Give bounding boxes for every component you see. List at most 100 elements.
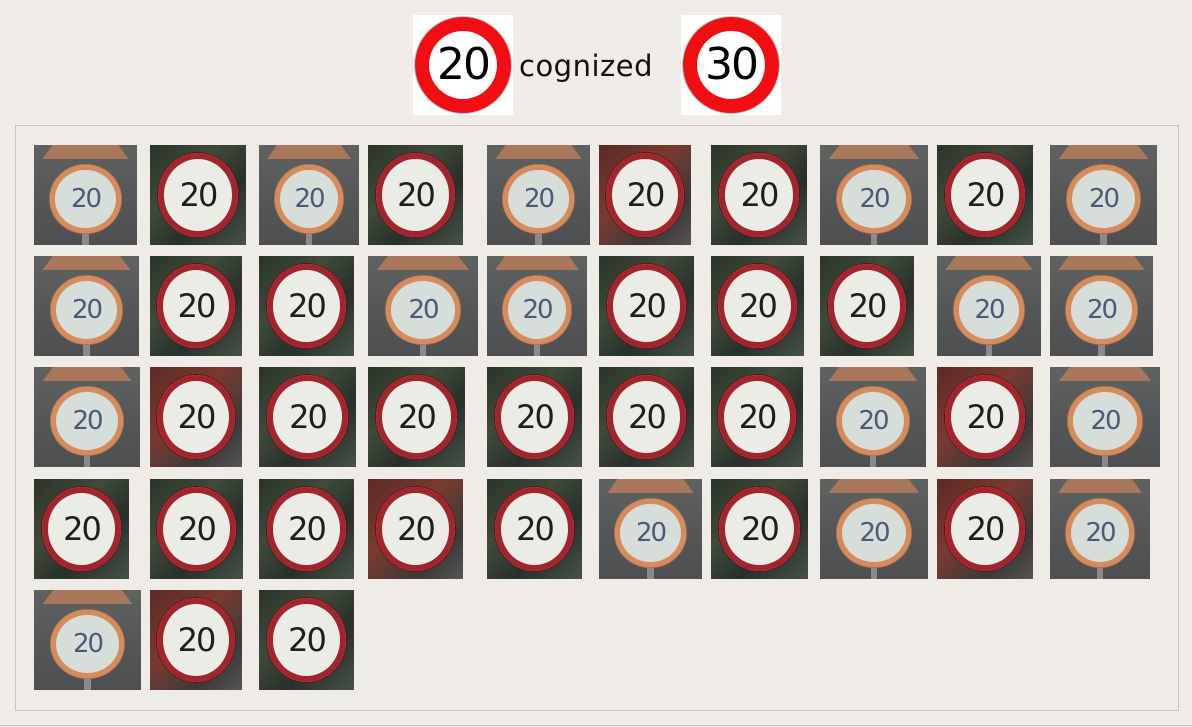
sign-pole — [985, 338, 993, 356]
sign-number: 20 — [628, 398, 667, 436]
speed-limit-sign: 20 — [494, 375, 575, 459]
speed-limit-sign: 20 — [944, 153, 1026, 237]
sign-thumbnail: 20 — [368, 145, 463, 245]
sign-pole — [534, 338, 540, 356]
sign-number: 20 — [288, 621, 327, 659]
header-speed-limit-30-sign: 30 — [681, 15, 781, 115]
sign-number: 20 — [397, 510, 436, 548]
sign-number: 30 — [697, 31, 765, 99]
sign-plate-top — [945, 256, 1033, 270]
sign-thumbnail: 20 — [487, 145, 590, 245]
sign-thumbnail: 20 — [34, 479, 129, 579]
sign-thumbnail: 20 — [259, 479, 354, 579]
sign-number: 20 — [177, 287, 217, 325]
speed-limit-sign: 20 — [606, 153, 684, 237]
sign-pole — [1097, 561, 1103, 579]
sign-number: 20 — [177, 621, 217, 659]
sign-plate-top — [42, 145, 129, 159]
speed-limit-sign: 20 — [266, 487, 347, 571]
sign-number: 20 — [288, 287, 327, 325]
sign-number: 20 — [628, 287, 667, 325]
sign-thumbnail: 20 — [1050, 367, 1160, 467]
sign-number: 20 — [635, 518, 667, 549]
sign-number: 20 — [859, 518, 890, 549]
sign-number: 20 — [1086, 295, 1118, 326]
sign-pole — [869, 449, 877, 467]
sign-thumbnail: 20 — [820, 367, 926, 467]
sign-thumbnail: 20 — [34, 145, 137, 245]
speed-limit-sign: 20 — [503, 276, 571, 344]
sign-number: 20 — [974, 295, 1005, 326]
sign-number: 20 — [966, 398, 1006, 436]
sign-thumbnail: 20 — [937, 479, 1033, 579]
sign-thumbnail: 20 — [820, 479, 928, 579]
sign-pole — [1100, 227, 1107, 245]
sign-plate-top — [1058, 479, 1142, 493]
sign-number: 20 — [741, 510, 780, 548]
sign-thumbnail: 20 — [150, 590, 242, 690]
sign-thumbnail: 20 — [599, 256, 694, 356]
sign-number: 20 — [523, 184, 555, 215]
speed-limit-sign: 20 — [157, 264, 235, 348]
sign-pole — [1101, 449, 1109, 467]
sign-plate-top — [42, 367, 132, 381]
speed-limit-sign: 20 — [944, 487, 1026, 571]
sign-pole — [82, 227, 89, 245]
sign-plate-top — [1058, 256, 1145, 270]
sign-number: 20 — [739, 287, 778, 325]
sign-number: 20 — [398, 398, 437, 436]
sign-number: 20 — [738, 398, 778, 436]
speed-limit-sign: 20 — [1066, 499, 1134, 567]
sign-number: 20 — [1090, 406, 1121, 437]
speed-limit-sign: 20 — [41, 487, 122, 571]
sign-thumbnail: 20 — [820, 256, 914, 356]
speed-limit-sign: 20 — [1067, 165, 1140, 234]
sign-thumbnail: 20 — [150, 479, 243, 579]
sign-red-ring: 30 — [683, 17, 779, 113]
sign-number: 20 — [178, 510, 217, 548]
speed-limit-sign: 20 — [266, 598, 347, 682]
sign-number: 20 — [408, 295, 439, 326]
sign-number: 20 — [72, 406, 103, 437]
sign-number: 20 — [294, 184, 325, 214]
sign-pole — [1098, 338, 1105, 356]
speed-limit-sign: 20 — [503, 165, 574, 234]
speed-limit-sign: 20 — [50, 165, 121, 234]
sign-number: 20 — [859, 184, 890, 215]
sign-thumbnail: 20 — [34, 590, 141, 690]
sign-plate-top — [1058, 145, 1149, 159]
sign-pole — [419, 338, 427, 356]
sign-number: 20 — [966, 176, 1006, 214]
speed-limit-sign: 20 — [1066, 276, 1137, 345]
speed-limit-sign: 20 — [615, 499, 686, 568]
speed-limit-sign: 20 — [944, 375, 1026, 459]
sign-number: 20 — [429, 31, 497, 99]
sign-thumbnail: 20 — [34, 367, 140, 467]
sign-thumbnail: 20 — [711, 145, 807, 245]
sign-thumbnail: 20 — [259, 367, 356, 467]
sign-thumbnail: 20 — [937, 367, 1033, 467]
sign-number: 20 — [179, 176, 219, 214]
sign-number: 20 — [289, 398, 328, 436]
sign-pole — [647, 561, 654, 579]
sign-thumbnail: 20 — [150, 367, 242, 467]
speed-limit-sign: 20 — [275, 165, 343, 233]
speed-limit-sign: 20 — [494, 487, 575, 571]
sign-number: 20 — [177, 398, 217, 436]
sign-number: 20 — [858, 406, 889, 437]
speed-limit-sign: 20 — [837, 499, 911, 568]
speed-limit-sign: 20 — [51, 610, 124, 679]
sign-thumbnail: 20 — [368, 256, 478, 356]
sign-thumbnail: 20 — [937, 145, 1033, 245]
speed-limit-sign: 20 — [157, 598, 235, 682]
sign-thumbnail: 20 — [34, 256, 139, 356]
speed-limit-sign: 20 — [50, 387, 124, 456]
sign-plate-top — [376, 256, 470, 270]
sign-thumbnail: 20 — [1050, 479, 1150, 579]
speed-limit-sign: 20 — [375, 487, 456, 571]
sign-number: 20 — [516, 510, 555, 548]
sign-plate-top — [607, 479, 694, 493]
sign-number: 20 — [63, 510, 102, 548]
sign-plate-top — [828, 145, 920, 159]
sign-thumbnail: 20 — [599, 367, 694, 467]
